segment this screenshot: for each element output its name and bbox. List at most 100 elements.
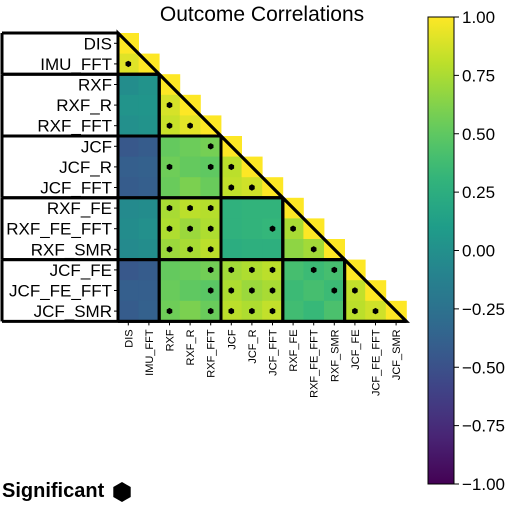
heatmap-cell — [138, 218, 160, 240]
heatmap-cell — [118, 218, 139, 240]
heatmap-cell — [138, 239, 160, 260]
chart-title: Outcome Correlations — [160, 3, 364, 26]
heatmap-cell — [221, 197, 242, 219]
row-label: JCF_FFT — [40, 179, 112, 198]
heatmap-cell — [221, 239, 242, 260]
heatmap-cell — [282, 280, 304, 302]
heatmap-cell — [159, 259, 181, 281]
significance-marker — [228, 184, 235, 191]
row-label: DIS — [84, 34, 112, 53]
heatmap-cell — [241, 218, 263, 240]
significance-marker — [228, 266, 235, 274]
significance-marker — [125, 60, 132, 68]
column-label: JCF_FE — [350, 329, 362, 369]
heatmap-cell — [282, 239, 304, 260]
heatmap-cell — [118, 177, 139, 199]
significance-marker — [207, 143, 214, 150]
significance-marker — [166, 163, 173, 171]
significance-marker — [331, 266, 338, 274]
heatmap-cell — [138, 115, 160, 137]
heatmap-cell — [138, 156, 160, 178]
heatmap-cell — [138, 197, 160, 219]
heatmap-cell — [118, 136, 139, 157]
row-label: RXF_FFT — [37, 117, 112, 136]
colorbar-tick-label: −0.75 — [462, 417, 505, 436]
heatmap-cell — [282, 300, 304, 322]
significance-marker — [187, 225, 193, 232]
row-label: RXF_SMR — [31, 240, 112, 259]
row-label: JCF — [81, 137, 112, 156]
heatmap-cell — [118, 239, 139, 260]
heatmap-cell — [118, 300, 139, 322]
significance-marker — [269, 225, 276, 232]
row-label: IMU_FFT — [40, 55, 112, 74]
heatmap-cell — [221, 218, 242, 240]
significance-marker — [352, 307, 358, 315]
significance-marker — [372, 307, 379, 315]
column-label: RXF_FFT — [206, 329, 218, 378]
heatmap-cell — [118, 115, 139, 137]
heatmap-cell — [179, 156, 201, 178]
colorbar-tick-label: −0.50 — [462, 358, 505, 377]
row-label: RXF — [78, 76, 112, 95]
heatmap-cell — [262, 239, 284, 260]
heatmap-cell — [241, 197, 263, 219]
heatmap-cell — [179, 136, 201, 157]
heatmap-cell — [241, 239, 263, 260]
significance-marker — [331, 287, 338, 294]
significance-marker — [207, 204, 214, 212]
heatmap-cell — [118, 156, 139, 178]
heatmap-cell — [138, 280, 160, 302]
significance-marker — [249, 184, 255, 191]
significance-marker — [166, 225, 173, 232]
heatmap-cell — [282, 259, 304, 281]
colorbar — [427, 16, 455, 485]
heatmap-cell — [138, 136, 160, 157]
colorbar-tick-label: 1.00 — [462, 8, 495, 27]
significance-marker — [166, 122, 173, 129]
significance-marker — [166, 246, 173, 253]
column-label: IMU_FFT — [144, 329, 156, 376]
colorbar-tick-label: −1.00 — [462, 475, 505, 494]
column-label: RXF_FE — [288, 329, 300, 371]
colorbar-tick-label: 0.25 — [462, 183, 495, 202]
colorbar-tick-label: 0.50 — [462, 125, 495, 144]
column-label: DIS — [123, 329, 135, 347]
heatmap-cell — [118, 74, 139, 96]
column-label: RXF_FE_FFT — [309, 329, 321, 398]
heatmap-cell — [324, 300, 345, 322]
heatmap-cell — [179, 280, 201, 302]
heatmap-cell — [179, 259, 201, 281]
heatmap-diagonal-edge — [116, 31, 408, 323]
heatmap-cell — [159, 136, 181, 157]
column-label: JCF_FFT — [268, 329, 280, 376]
significance-marker — [249, 287, 255, 294]
row-label: RXF_FE_FFT — [6, 220, 112, 239]
heatmap-cell — [138, 74, 160, 96]
column-label: JCF_R — [247, 329, 259, 363]
heatmap-cell — [200, 177, 222, 199]
significance-marker — [207, 266, 214, 274]
significance-marker — [207, 307, 214, 315]
heatmap-cell — [118, 280, 139, 302]
column-label: RXF_SMR — [329, 329, 341, 382]
heatmap-cell — [159, 177, 181, 199]
significant-legend-label: Significant — [2, 480, 105, 502]
column-label: JCF_FE_FFT — [371, 329, 383, 396]
row-label: JCF_FE — [50, 261, 112, 280]
heatmap-cell — [118, 94, 139, 116]
colorbar-tick-label: 0.00 — [462, 242, 495, 261]
significance-marker — [249, 307, 255, 315]
heatmap-cell — [262, 197, 284, 219]
column-label: RXF_R — [185, 329, 197, 365]
heatmap-cell — [138, 94, 160, 116]
significance-marker — [207, 246, 214, 253]
significance-marker — [310, 266, 317, 274]
column-label: RXF — [165, 329, 177, 351]
significant-legend-marker — [113, 482, 131, 502]
heatmap-cell — [303, 300, 325, 322]
column-label: JCF — [226, 329, 238, 349]
significance-marker — [269, 307, 276, 315]
significance-marker — [207, 287, 214, 294]
